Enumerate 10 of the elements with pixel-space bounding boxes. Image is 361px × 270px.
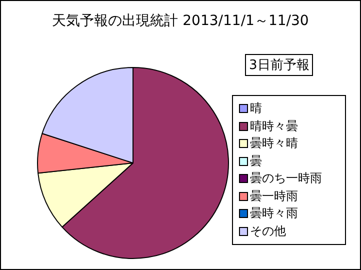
legend-label: 晴 xyxy=(249,100,263,117)
legend-label: 曇時々晴 xyxy=(249,135,299,152)
legend-label: 曇のち一時雨 xyxy=(249,170,323,187)
chart-title: 天気予報の出現統計 2013/11/1～11/30 xyxy=(51,12,310,30)
legend-label: 曇一時雨 xyxy=(249,188,299,204)
chart-subtitle: 3日前予報 xyxy=(245,54,314,76)
legend-label: 晴時々曇 xyxy=(249,118,299,134)
legend-label: 曇 xyxy=(249,152,263,170)
legend-label: 曇時々雨 xyxy=(249,205,299,222)
legend-label: その他 xyxy=(249,222,287,240)
